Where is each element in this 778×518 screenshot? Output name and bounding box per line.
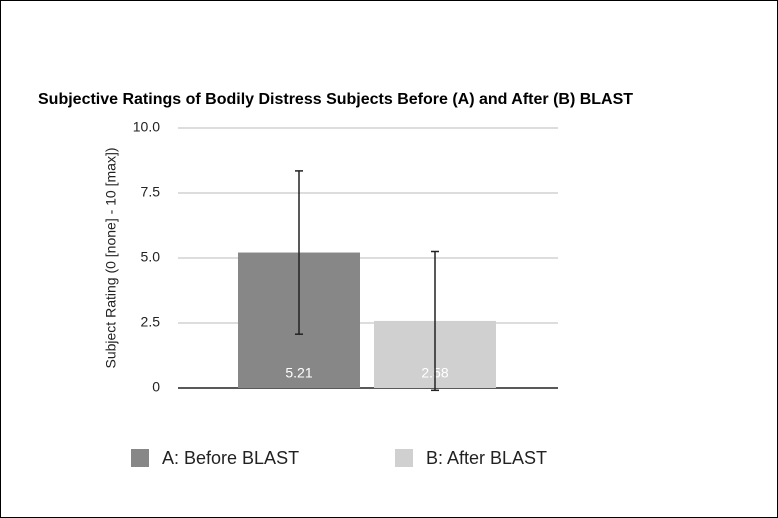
chart-title: Subjective Ratings of Bodily Distress Su… <box>38 91 633 108</box>
y-tick-label: 7.5 <box>141 184 161 200</box>
legend-swatch <box>131 449 149 467</box>
legend-label: A: Before BLAST <box>162 448 299 468</box>
legend-label: B: After BLAST <box>426 448 547 468</box>
y-axis-label: Subject Rating (0 [none] - 10 [max]) <box>103 148 119 369</box>
y-tick-label: 5.0 <box>141 249 161 265</box>
value-label: 5.21 <box>285 365 312 381</box>
y-tick-label: 0 <box>152 379 160 395</box>
y-tick-label: 10.0 <box>133 119 160 135</box>
legend-swatch <box>395 449 413 467</box>
y-tick-label: 2.5 <box>141 314 161 330</box>
